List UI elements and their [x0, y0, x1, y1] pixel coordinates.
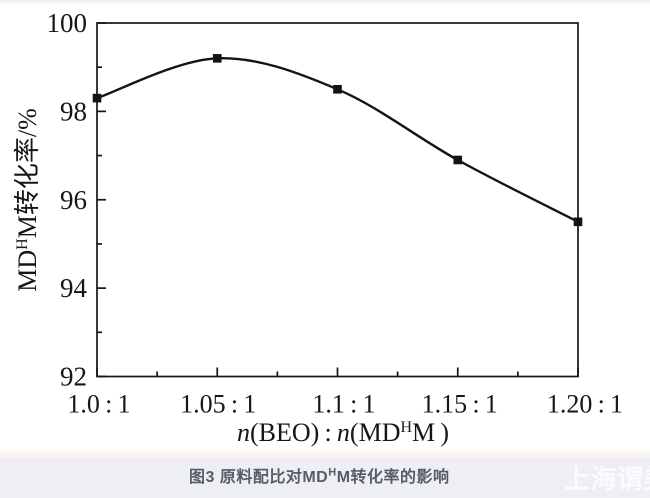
x-tick-label: 1.20 : 1 — [547, 390, 623, 419]
x-axis-title: n(BEO) : n(MDHM ) — [237, 418, 449, 447]
data-point-marker — [212, 54, 222, 63]
x-tick-label: 1.05 : 1 — [180, 390, 256, 419]
y-tick-label: 100 — [47, 8, 88, 38]
data-point-marker — [92, 93, 102, 103]
divider-tint — [0, 448, 650, 458]
y-tick-label: 98 — [60, 96, 87, 126]
y-axis-title: MDHM转化率/% — [13, 108, 42, 291]
axes — [96, 22, 579, 378]
caption-text-pre: 图3 原料配比对MD — [189, 469, 329, 486]
caption-band: 图3 原料配比对MDHM转化率的影响 上海谓美 — [0, 458, 650, 498]
watermark: 上海谓美 — [564, 464, 650, 494]
x-tick-label: 1.0 : 1 — [67, 390, 130, 419]
y-tick-label: 94 — [60, 273, 88, 303]
line-chart-figure: 100 98 96 94 92 1.0 : 1 1.05 : 1 1.1 : 1 1.15 : … — [13, 8, 624, 447]
top-edge-tint — [0, 0, 650, 5]
caption-superscript: H — [328, 466, 337, 479]
x-tick-label: 1.15 : 1 — [422, 390, 498, 419]
chart-canvas: 100 98 96 94 921.0 : 1 1.05 : 1 1.1 : 1 1.15 : … — [13, 8, 624, 447]
data-point-marker — [333, 84, 342, 94]
data-point-marker — [573, 217, 583, 227]
y-tick-label: 92 — [60, 362, 87, 392]
plot-frame — [96, 22, 579, 378]
data-point-marker — [453, 155, 463, 165]
y-tick-label: 96 — [60, 185, 87, 215]
caption-text-post: M转化率的影响 — [336, 469, 450, 486]
figure-caption: 图3 原料配比对MDHM转化率的影响 — [0, 466, 450, 486]
tick-labels: 100 98 96 94 921.0 : 1 1.05 : 1 1.1 : 1 1.15 : … — [47, 8, 624, 419]
data-curve — [95, 57, 580, 223]
x-tick-label: 1.1 : 1 — [312, 390, 375, 419]
